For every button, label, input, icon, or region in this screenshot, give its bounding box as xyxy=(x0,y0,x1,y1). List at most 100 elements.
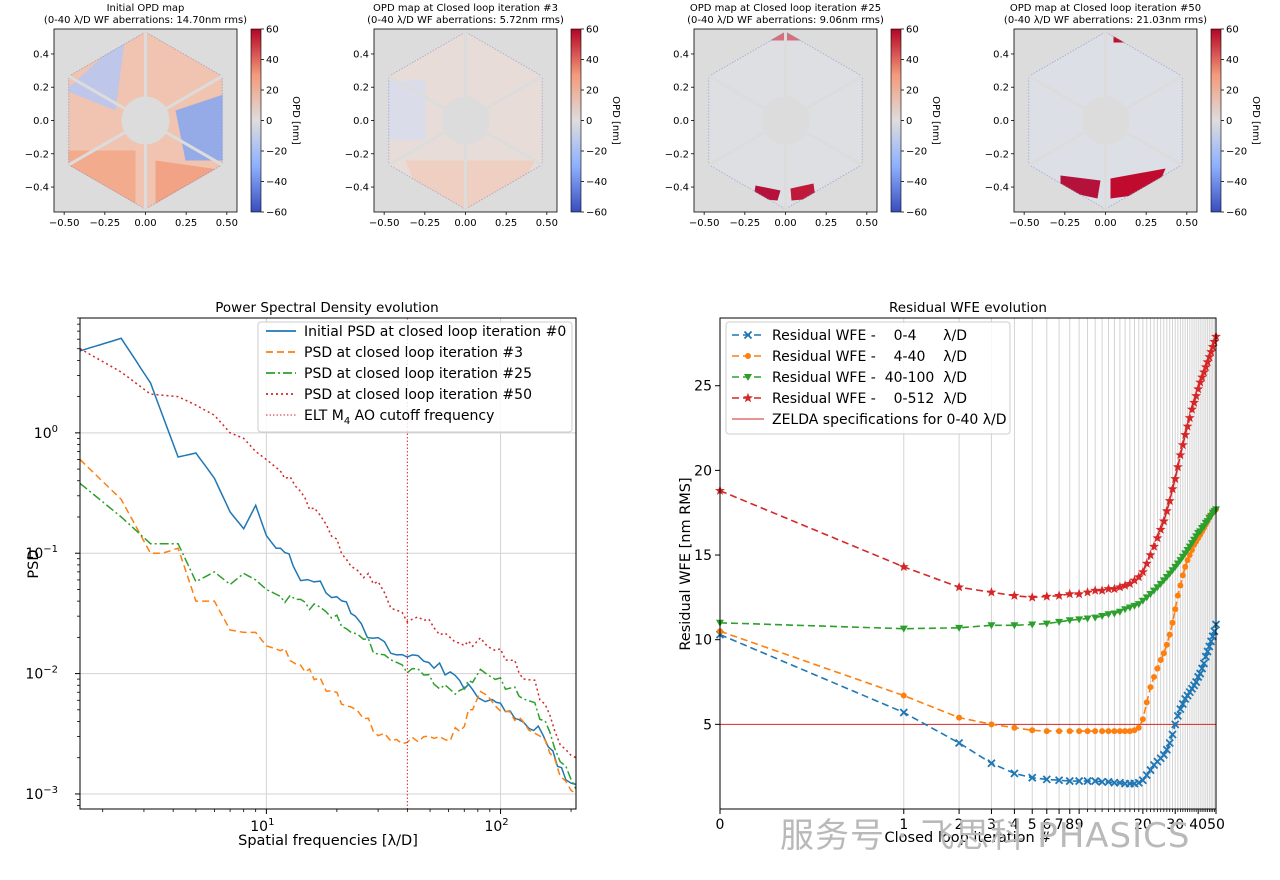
wfe-marker-stroke xyxy=(1176,704,1185,714)
wfe-chart: Residual WFE evolution 0 1 2 3 4 5 6 7 8 9 20 30 40 5… xyxy=(678,300,1225,846)
wfe-marker-x xyxy=(1199,659,1209,668)
wfe-marker-stroke xyxy=(1010,769,1019,778)
wfe-marker-stroke xyxy=(1042,775,1051,784)
wfe-ylabel: Residual WFE [nm RMS] xyxy=(678,477,694,650)
wfe-marker-stroke xyxy=(1201,652,1210,661)
wfe-marker-triangle xyxy=(1110,610,1119,618)
opd-x-tick-label: 0.50 xyxy=(1176,218,1198,229)
wfe-series-layer xyxy=(715,331,1221,788)
psd-y-tick-label: 10−1 xyxy=(25,544,58,562)
wfe-marker-triangle xyxy=(1138,597,1147,605)
psd-legend: Initial PSD at closed loop iteration #0 P… xyxy=(257,321,573,433)
wfe-marker-circle xyxy=(1126,728,1133,735)
psd-legend-label: Initial PSD at closed loop iteration #0 xyxy=(304,324,566,340)
colorbar-tick-label: 0 xyxy=(906,116,912,127)
wfe-marker-circle xyxy=(1105,728,1112,735)
opd-central-obstruction xyxy=(441,96,490,145)
opd-x-tick-label: 0.00 xyxy=(774,218,796,229)
colorbar-tick-label: 20 xyxy=(266,86,279,97)
wfe-marker-x xyxy=(1075,776,1084,786)
wfe-marker-stroke xyxy=(1091,776,1100,786)
wfe-marker-triangle xyxy=(1042,620,1051,628)
wfe-marker-stroke xyxy=(1171,720,1180,729)
wfe-marker-stroke xyxy=(1178,699,1187,709)
opd-y-tick-label: −0.4 xyxy=(345,183,369,194)
wfe-marker-stroke xyxy=(1083,776,1092,786)
wfe-marker-stroke xyxy=(1065,776,1074,786)
psd-ticks: 101 102 10−3 10−2 10−1 100 xyxy=(25,317,572,835)
opd-map-panel: OPD map at Closed loop iteration #25(0-4… xyxy=(665,3,941,229)
wfe-marker-star xyxy=(1129,575,1140,585)
colorbar-tick-label: 20 xyxy=(586,86,599,97)
colorbar-label: OPD [nm] xyxy=(930,96,941,145)
wfe-marker-stroke xyxy=(1173,711,1182,721)
wfe-marker-triangle xyxy=(1075,616,1084,624)
wfe-x-tick-label: 50 xyxy=(1207,817,1225,833)
wfe-marker-x xyxy=(1042,775,1051,784)
colorbar-tick-label: 40 xyxy=(906,55,919,66)
colorbar-tick-label: 0 xyxy=(266,116,272,127)
colorbar-tick-label: 60 xyxy=(586,25,599,36)
wfe-x-tick-label: 30 xyxy=(1166,817,1184,833)
opd-x-tick-label: 0.50 xyxy=(216,218,238,229)
opd-y-tick-label: −0.2 xyxy=(985,149,1009,160)
wfe-marker-x xyxy=(1091,776,1100,786)
wfe-marker-stroke xyxy=(743,330,753,340)
colorbar-tick-label: −60 xyxy=(586,208,607,219)
opd-y-tick-label: −0.4 xyxy=(665,183,689,194)
wfe-marker-star xyxy=(1009,590,1020,600)
wfe-marker-stroke xyxy=(1196,669,1205,678)
wfe-marker-star xyxy=(1206,346,1216,357)
psd-x-tick-label: 101 xyxy=(250,817,274,835)
wfe-series-markers xyxy=(716,506,1220,633)
wfe-marker-star xyxy=(1191,390,1202,401)
opd-y-tick-label: −0.2 xyxy=(345,149,369,160)
wfe-marker-star xyxy=(1161,505,1172,516)
wfe-marker-x xyxy=(1083,776,1092,786)
wfe-marker-x xyxy=(1134,778,1143,787)
wfe-marker-stroke xyxy=(1192,677,1201,687)
opd-x-tick-label: 0.50 xyxy=(536,218,558,229)
wfe-marker-stroke xyxy=(1165,738,1174,748)
psd-series-line xyxy=(79,337,577,786)
wfe-marker-circle xyxy=(1166,631,1173,638)
wfe-marker-triangle xyxy=(1146,590,1155,598)
opd-colorbar xyxy=(250,28,262,213)
colorbar-label: OPD [nm] xyxy=(1250,96,1261,145)
wfe-marker-stroke xyxy=(1097,777,1107,787)
wfe-marker-x xyxy=(1196,669,1205,678)
psd-legend-cutoff-label: ELT M4 AO cutoff frequency xyxy=(304,408,494,427)
wfe-marker-star xyxy=(1204,351,1215,362)
wfe-x-tick-label: 5 xyxy=(1028,817,1037,833)
wfe-marker-star xyxy=(1197,372,1207,382)
wfe-marker-stroke xyxy=(899,708,908,717)
wfe-marker-star xyxy=(1041,591,1052,601)
wfe-series-markers xyxy=(715,620,1221,788)
colorbar-label: OPD [nm] xyxy=(290,96,301,145)
opd-x-tick-label: 0.00 xyxy=(134,218,156,229)
wfe-marker-star xyxy=(1172,461,1183,472)
psd-x-tick-label: 102 xyxy=(484,817,508,835)
colorbar-tick-label: −20 xyxy=(266,147,287,158)
wfe-marker-circle xyxy=(1147,684,1154,691)
colorbar-label: OPD [nm] xyxy=(610,96,621,145)
opd-map-title: OPD map at Closed loop iteration #50 xyxy=(1010,3,1201,14)
wfe-x-tick-label: 6 xyxy=(1042,817,1051,833)
wfe-marker-star xyxy=(1195,377,1206,387)
colorbar-tick-label: 20 xyxy=(906,86,919,97)
wfe-marker-triangle xyxy=(1142,594,1151,602)
wfe-chart-title: Residual WFE evolution xyxy=(889,300,1047,316)
opd-map-title: Initial OPD map xyxy=(107,3,185,14)
wfe-marker-star xyxy=(1082,587,1093,597)
wfe-y-tick-label: 20 xyxy=(694,463,712,479)
opd-y-tick-label: 0.0 xyxy=(353,116,369,127)
opd-y-tick-label: 0.2 xyxy=(993,83,1009,94)
wfe-marker-triangle xyxy=(1098,612,1107,620)
wfe-marker-triangle xyxy=(1091,614,1100,622)
psd-y-tick-label: 10−3 xyxy=(25,785,58,803)
wfe-marker-x xyxy=(954,738,964,748)
wfe-marker-stroke xyxy=(1199,659,1209,668)
wfe-marker-star xyxy=(1164,495,1175,506)
wfe-marker-x xyxy=(1162,745,1171,754)
